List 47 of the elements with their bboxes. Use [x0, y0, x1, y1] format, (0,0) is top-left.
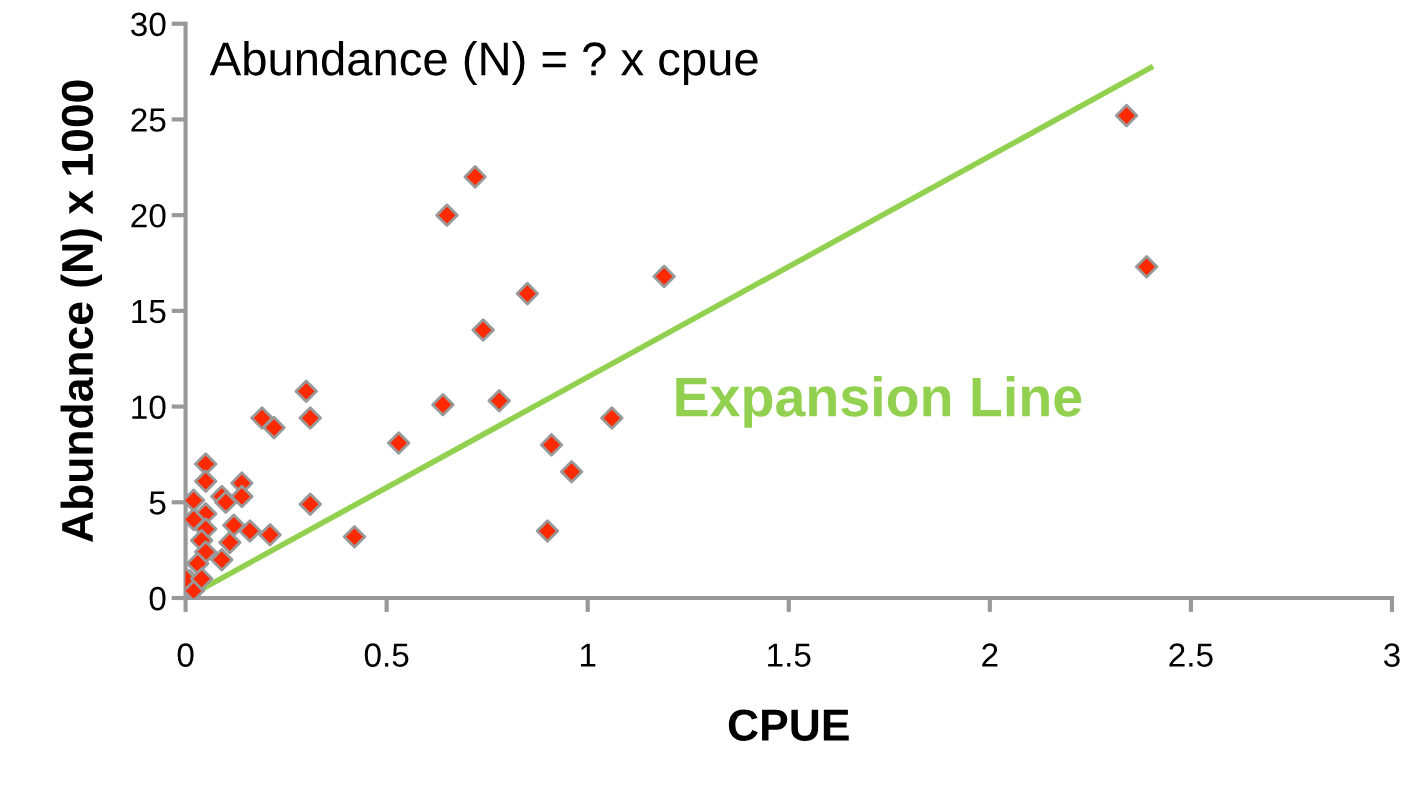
- x-tick-label: 0.5: [364, 643, 409, 667]
- point: [262, 415, 286, 440]
- point: [230, 484, 254, 509]
- annotation: Abundance (N) = ? x cpue: [209, 40, 758, 85]
- x-tick-label: 1.5: [768, 643, 811, 667]
- y-tick-label: 0: [149, 586, 166, 611]
- point: [210, 548, 234, 572]
- point: [431, 392, 455, 417]
- point: [258, 523, 282, 547]
- point: [185, 551, 210, 576]
- point: [194, 469, 218, 493]
- y-axis-title: Abundance (N) x 1000: [60, 80, 102, 542]
- y-tick-label: 15: [132, 300, 166, 324]
- point: [189, 567, 214, 591]
- point: [1114, 103, 1139, 128]
- series-label: Expansion Line: [676, 375, 1082, 428]
- point: [535, 519, 560, 543]
- point: [559, 459, 584, 484]
- point: [471, 318, 495, 342]
- x-tick-label: 0: [177, 643, 194, 667]
- point: [515, 281, 540, 306]
- point: [600, 406, 624, 430]
- point: [387, 431, 411, 455]
- y-tick-label: 30: [131, 12, 166, 37]
- point: [652, 264, 676, 289]
- x-tick-label: 3: [1383, 643, 1400, 667]
- point: [539, 433, 564, 457]
- y-tick-label: 10: [132, 395, 166, 419]
- x-axis-title: CPUE: [728, 709, 849, 741]
- y-tick-label: 20: [131, 203, 166, 228]
- point: [218, 530, 242, 555]
- point: [435, 203, 459, 227]
- x-tick-label: 1: [580, 643, 596, 667]
- point: [342, 525, 367, 549]
- point: [250, 406, 274, 430]
- x-tick-label: 2.5: [1169, 643, 1213, 667]
- point: [294, 379, 318, 403]
- point: [238, 519, 262, 543]
- point: [298, 492, 322, 516]
- point: [487, 389, 511, 413]
- y-tick-label: 5: [149, 491, 166, 515]
- point: [1134, 255, 1159, 279]
- point: [463, 165, 487, 189]
- point: [214, 490, 238, 514]
- x-tick-label: 2: [982, 643, 998, 667]
- point: [298, 406, 322, 430]
- y-tick-label: 25: [131, 108, 166, 132]
